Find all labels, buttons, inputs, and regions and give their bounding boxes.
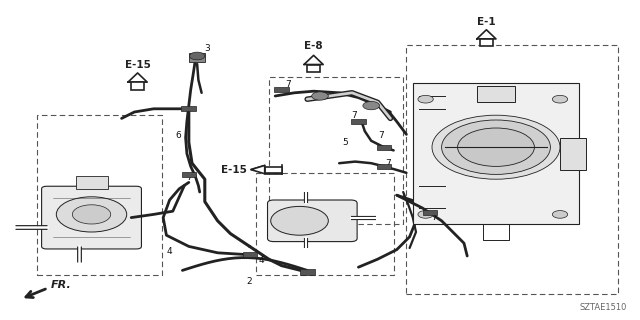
Circle shape bbox=[312, 92, 328, 100]
Circle shape bbox=[418, 211, 433, 218]
Bar bbox=[37, 115, 162, 275]
Polygon shape bbox=[480, 39, 493, 46]
Circle shape bbox=[552, 211, 568, 218]
Text: 7: 7 bbox=[386, 159, 391, 168]
Text: 7: 7 bbox=[186, 173, 191, 182]
Circle shape bbox=[56, 197, 127, 232]
Bar bbox=[181, 106, 196, 111]
Bar bbox=[300, 269, 315, 275]
Text: 7: 7 bbox=[431, 213, 436, 222]
Circle shape bbox=[189, 52, 205, 60]
Bar bbox=[182, 172, 196, 177]
Text: 7: 7 bbox=[352, 111, 357, 120]
Text: 2: 2 bbox=[247, 277, 252, 286]
Circle shape bbox=[442, 120, 550, 174]
Bar bbox=[189, 53, 205, 62]
Text: E-15: E-15 bbox=[125, 60, 150, 70]
Circle shape bbox=[271, 206, 328, 235]
Circle shape bbox=[552, 95, 568, 103]
Bar bbox=[377, 145, 391, 150]
Bar bbox=[274, 87, 289, 92]
Polygon shape bbox=[265, 167, 282, 172]
Text: E-15: E-15 bbox=[221, 164, 246, 175]
Text: 1: 1 bbox=[469, 170, 474, 179]
Bar bbox=[560, 138, 586, 170]
Bar bbox=[377, 164, 391, 169]
Bar bbox=[76, 176, 108, 189]
Bar bbox=[269, 77, 403, 224]
Text: 6: 6 bbox=[175, 132, 180, 140]
Text: 5: 5 bbox=[343, 138, 348, 147]
Polygon shape bbox=[251, 165, 265, 174]
Circle shape bbox=[432, 115, 560, 179]
Bar bbox=[243, 252, 257, 257]
Bar bbox=[413, 83, 579, 224]
Bar bbox=[423, 210, 437, 215]
Text: 7: 7 bbox=[285, 80, 291, 89]
Text: SZTAE1510: SZTAE1510 bbox=[580, 303, 627, 312]
FancyBboxPatch shape bbox=[268, 200, 357, 242]
FancyBboxPatch shape bbox=[42, 186, 141, 249]
Text: 7: 7 bbox=[378, 132, 383, 140]
Text: 3: 3 bbox=[204, 44, 209, 53]
Text: E-1: E-1 bbox=[477, 17, 496, 27]
Polygon shape bbox=[131, 82, 145, 90]
Bar bbox=[477, 86, 515, 102]
Circle shape bbox=[363, 101, 380, 110]
Text: 4: 4 bbox=[259, 256, 264, 265]
Circle shape bbox=[418, 95, 433, 103]
Text: 4: 4 bbox=[167, 247, 172, 256]
Text: FR.: FR. bbox=[51, 280, 72, 290]
Polygon shape bbox=[307, 65, 320, 72]
Bar bbox=[351, 119, 366, 124]
Circle shape bbox=[458, 128, 534, 166]
Text: E-8: E-8 bbox=[304, 41, 323, 51]
Bar bbox=[256, 173, 394, 275]
Circle shape bbox=[72, 205, 111, 224]
Bar bbox=[406, 45, 618, 294]
